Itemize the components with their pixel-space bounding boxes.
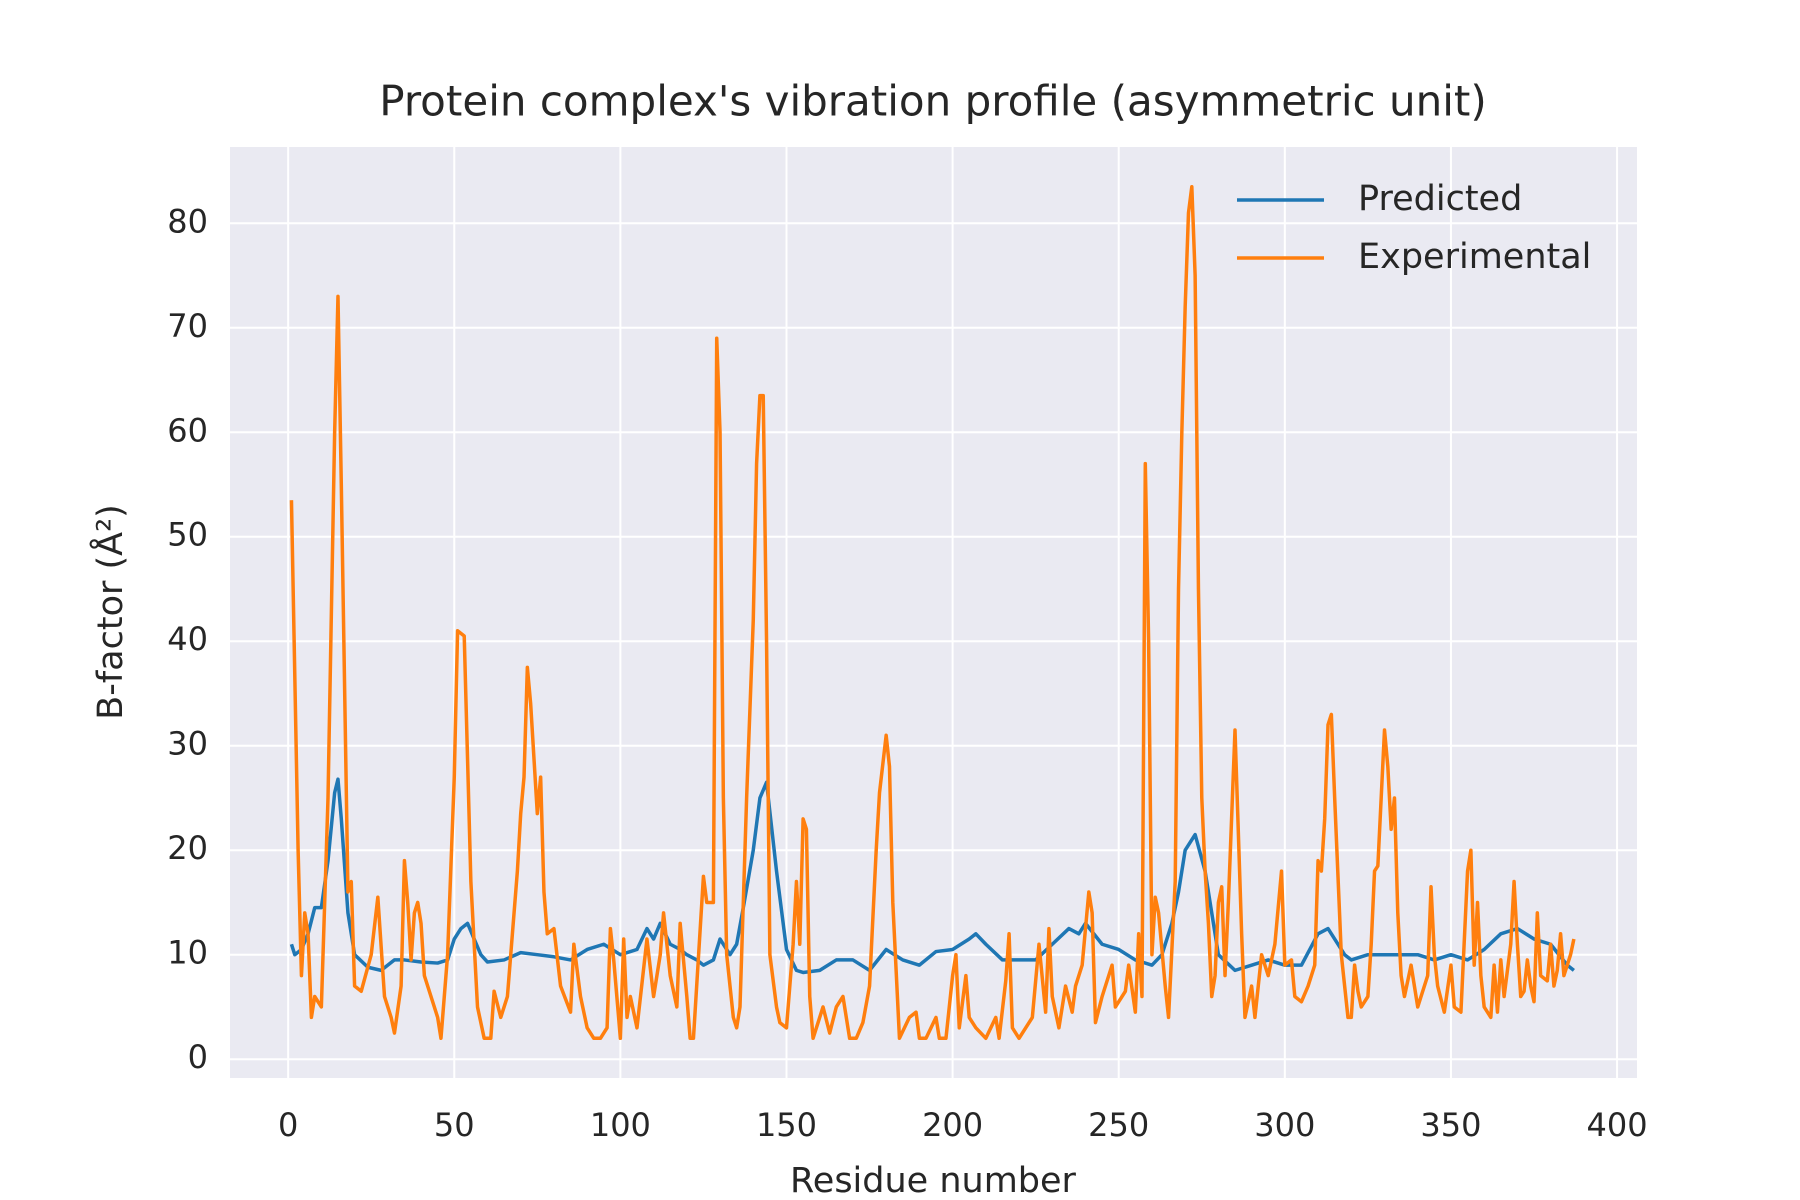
grid xyxy=(230,147,1637,1078)
legend-label: Experimental xyxy=(1358,237,1591,277)
chart-title: Protein complex's vibration profile (asy… xyxy=(379,77,1486,126)
legend: Predicted Experimental xyxy=(1237,179,1591,277)
x-tick-label: 200 xyxy=(922,1106,983,1144)
x-tick-label: 100 xyxy=(590,1106,651,1144)
x-tick-label: 300 xyxy=(1254,1106,1315,1144)
y-tick-label: 0 xyxy=(188,1038,208,1076)
x-tick-label: 50 xyxy=(434,1106,475,1144)
series-line xyxy=(289,777,1575,975)
y-tick-label: 10 xyxy=(167,934,208,972)
series-line xyxy=(289,184,1576,1041)
y-tick-label: 20 xyxy=(167,829,208,867)
x-tick-label: 0 xyxy=(278,1106,298,1144)
x-tick-label: 350 xyxy=(1420,1106,1481,1144)
lines xyxy=(289,184,1576,1041)
x-axis-label: Residue number xyxy=(790,1161,1077,1200)
x-tick-label: 150 xyxy=(756,1106,817,1144)
plot-background xyxy=(230,147,1637,1078)
legend-label: Predicted xyxy=(1358,179,1522,219)
y-tick-label: 40 xyxy=(167,620,208,658)
y-tick-label: 60 xyxy=(167,411,208,449)
x-tick-label: 400 xyxy=(1587,1106,1648,1144)
labels: 0 50 100 150 200 250 300 350 400 0 10 20 30 40 50 60 70 8… xyxy=(167,202,1647,1144)
y-axis-label: B-factor (Å²) xyxy=(88,504,131,720)
y-tick-label: 50 xyxy=(167,516,208,554)
y-tick-label: 30 xyxy=(167,725,208,763)
y-tick-label: 70 xyxy=(167,307,208,345)
y-tick-label: 80 xyxy=(167,202,208,240)
x-tick-label: 250 xyxy=(1088,1106,1149,1144)
